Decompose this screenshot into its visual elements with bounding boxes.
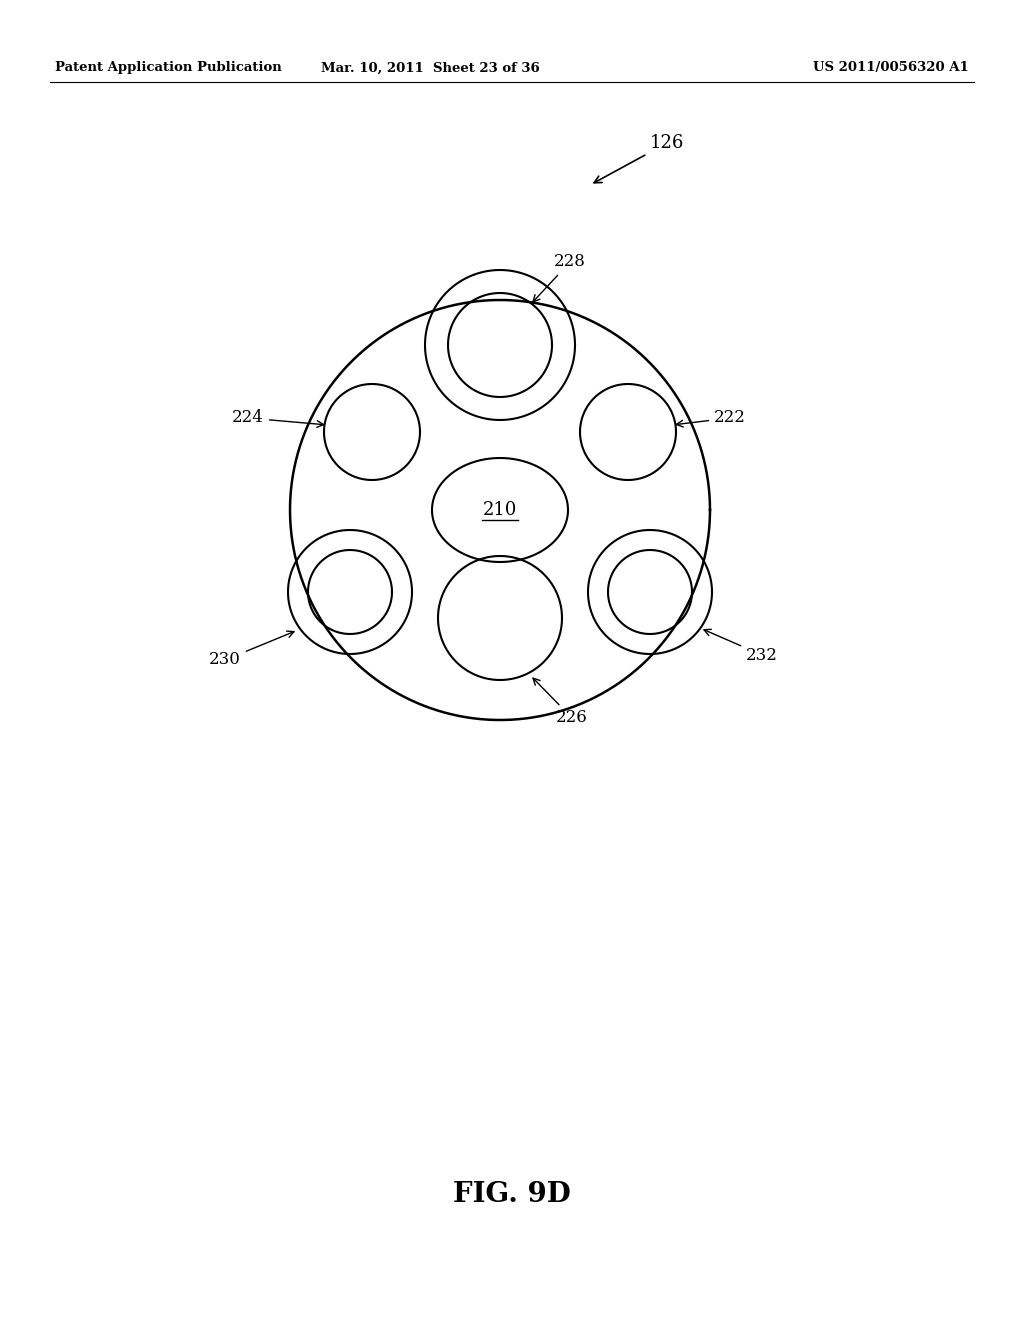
Text: 232: 232 (703, 630, 778, 664)
Text: 230: 230 (209, 631, 294, 668)
Text: Patent Application Publication: Patent Application Publication (55, 62, 282, 74)
Text: FIG. 9D: FIG. 9D (454, 1181, 570, 1209)
Text: 228: 228 (532, 253, 586, 302)
Text: 126: 126 (594, 135, 684, 182)
Text: 222: 222 (676, 409, 745, 426)
Text: 224: 224 (232, 409, 324, 428)
Text: 226: 226 (534, 678, 588, 726)
Text: Mar. 10, 2011  Sheet 23 of 36: Mar. 10, 2011 Sheet 23 of 36 (321, 62, 540, 74)
Text: US 2011/0056320 A1: US 2011/0056320 A1 (813, 62, 969, 74)
Text: 210: 210 (482, 502, 517, 519)
